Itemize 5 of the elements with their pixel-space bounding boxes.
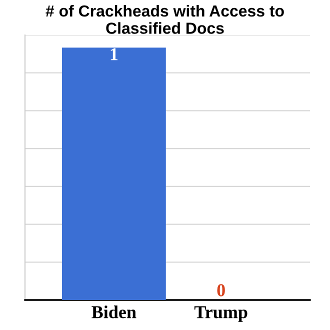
chart-title: # of Crackheads with Access to Classified Docs: [46, 4, 284, 34]
data-label: 1: [110, 48, 118, 60]
data-label: 0: [217, 284, 225, 296]
x-tick-label: Trump: [194, 306, 248, 322]
x-tick-label: Biden: [92, 306, 136, 318]
